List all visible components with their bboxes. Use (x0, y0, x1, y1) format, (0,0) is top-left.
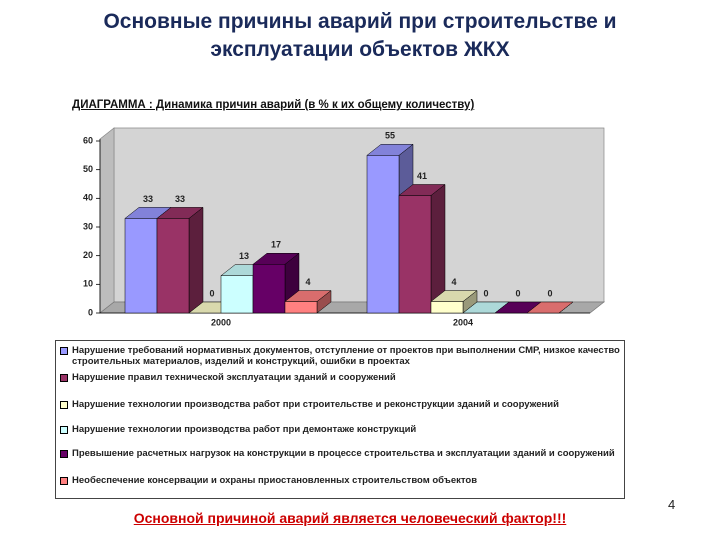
value-label: 33 (175, 194, 185, 204)
value-label: 13 (239, 251, 249, 261)
legend-swatch (60, 477, 68, 485)
legend-item: Превышение расчетных нагрузок на констру… (60, 448, 620, 459)
x-tick-label: 2000 (211, 317, 231, 327)
y-tick-label: 0 (88, 307, 93, 317)
legend-item: Нарушение технологии производства работ … (60, 399, 620, 410)
value-label: 0 (483, 288, 488, 298)
bar-top (526, 301, 574, 314)
legend-swatch (60, 401, 68, 409)
legend: Нарушение требований нормативных докумен… (55, 340, 625, 499)
bar-front (124, 218, 158, 314)
bar-front (366, 155, 400, 314)
legend-label: Нарушение технологии производства работ … (72, 424, 417, 435)
legend-label: Превышение расчетных нагрузок на констру… (72, 448, 615, 459)
legend-label: Нарушение технологии производства работ … (72, 399, 559, 410)
bar-front (156, 218, 190, 314)
value-label: 4 (451, 277, 456, 287)
legend-swatch (60, 347, 68, 355)
bar (284, 290, 332, 314)
y-tick-label: 10 (83, 279, 93, 289)
value-label: 41 (417, 171, 427, 181)
footer-note: Основной причиной аварий является челове… (133, 510, 567, 526)
value-label: 33 (143, 194, 153, 204)
y-tick-label: 50 (83, 164, 93, 174)
value-label: 4 (305, 277, 310, 287)
y-tick-label: 20 (83, 250, 93, 260)
legend-swatch (60, 374, 68, 382)
bar (398, 183, 446, 314)
page-number: 4 (668, 497, 676, 512)
slide-title: Основные причины аварий при строительств… (103, 10, 617, 61)
value-label: 0 (547, 288, 552, 298)
legend-item: Нарушение технологии производства работ … (60, 424, 620, 435)
legend-label: Нарушение требований нормативных докумен… (72, 345, 620, 367)
bar-front (398, 195, 432, 314)
y-tick-label: 40 (83, 193, 93, 203)
bar (156, 206, 204, 314)
chart-subtitle: ДИАГРАММА : Динамика причин аварий (в % … (72, 99, 475, 111)
side-wall (99, 127, 115, 314)
legend-swatch (60, 426, 68, 434)
value-label: 17 (271, 240, 281, 250)
legend-label: Необеспечение консервации и охраны приос… (72, 475, 478, 486)
legend-swatch (60, 450, 68, 458)
value-label: 55 (385, 131, 395, 141)
legend-item: Необеспечение консервации и охраны приос… (60, 475, 620, 486)
y-tick-label: 30 (83, 221, 93, 231)
bar-front (430, 301, 464, 314)
bar (526, 301, 574, 314)
value-label: 0 (209, 288, 214, 298)
x-tick-label: 2004 (453, 317, 473, 327)
legend-label: Нарушение правил технической эксплуатаци… (72, 372, 396, 383)
bar (430, 290, 478, 314)
legend-item: Нарушение требований нормативных докумен… (60, 345, 620, 367)
y-tick-label: 60 (83, 135, 93, 145)
bar-side (188, 206, 204, 314)
bar-front (220, 275, 254, 314)
bar-front (252, 264, 286, 314)
value-label: 0 (515, 288, 520, 298)
legend-item: Нарушение правил технической эксплуатаци… (60, 372, 620, 383)
bar-front (284, 301, 318, 314)
